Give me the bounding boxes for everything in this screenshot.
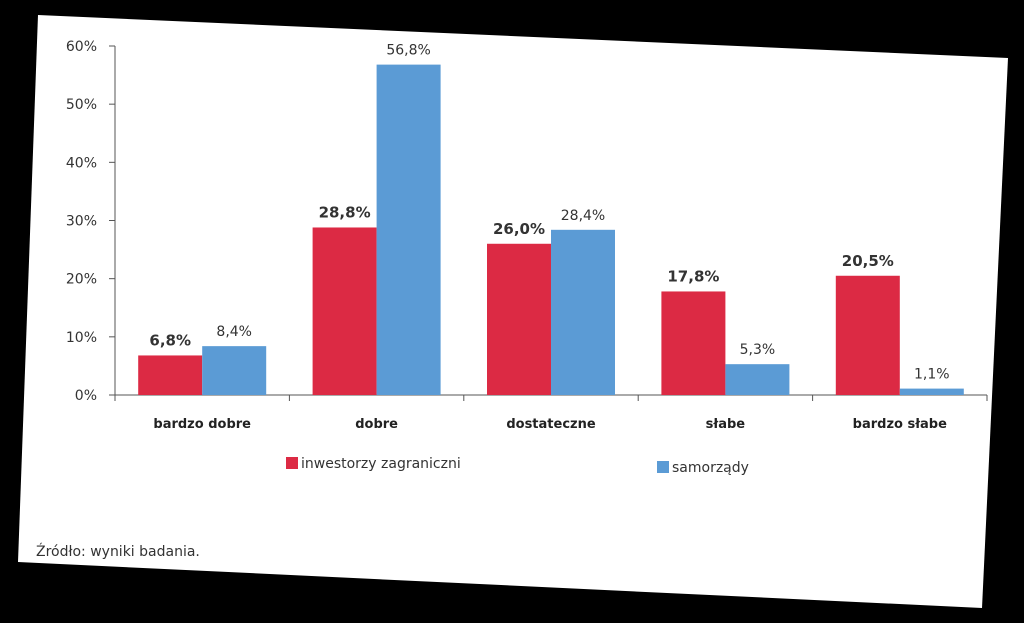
category-label: słabe — [706, 417, 746, 432]
y-tick-label: 40% — [66, 155, 97, 171]
bar-local-gov — [202, 346, 267, 395]
y-tick-label: 30% — [66, 214, 97, 230]
bar-investors — [312, 227, 377, 395]
y-tick-label: 20% — [66, 272, 97, 288]
data-label: 26,0% — [493, 220, 545, 238]
legend-label: inwestorzy zagraniczni — [301, 456, 461, 472]
legend-swatch — [657, 461, 669, 473]
source-note: Źródło: wyniki badania. — [36, 542, 200, 560]
y-tick-label: 50% — [66, 97, 97, 113]
category-label: bardzo dobre — [153, 417, 251, 432]
bar-local-gov — [551, 229, 615, 395]
data-label: 1,1% — [914, 367, 950, 383]
data-label: 20,5% — [842, 252, 894, 270]
y-tick-label: 10% — [66, 330, 97, 346]
data-label: 5,3% — [740, 342, 776, 358]
category-label: dobre — [355, 417, 398, 432]
data-label: 6,8% — [149, 331, 191, 349]
data-label: 17,8% — [667, 267, 719, 285]
data-label: 56,8% — [386, 43, 430, 59]
bar-chart: 0% 10% 20% 30% 40% 50% 60% 6,8% 8,4% bardzo dobre… — [66, 39, 988, 476]
bar-local-gov — [899, 388, 964, 395]
bar-investors — [487, 243, 551, 395]
bar-investors — [661, 291, 726, 395]
y-tick-label: 60% — [66, 39, 97, 55]
y-tick-label: 0% — [75, 388, 97, 404]
category-label: bardzo słabe — [853, 417, 947, 432]
bar-investors — [138, 355, 203, 395]
legend-swatch — [286, 457, 298, 469]
data-label: 28,8% — [319, 203, 371, 221]
bar-local-gov — [376, 64, 441, 395]
legend-label: samorządy — [672, 460, 749, 476]
data-label: 28,4% — [561, 208, 605, 224]
category-label: dostateczne — [506, 417, 596, 432]
bar-local-gov — [725, 364, 790, 395]
bar-investors — [835, 275, 900, 395]
data-label: 8,4% — [216, 324, 252, 340]
